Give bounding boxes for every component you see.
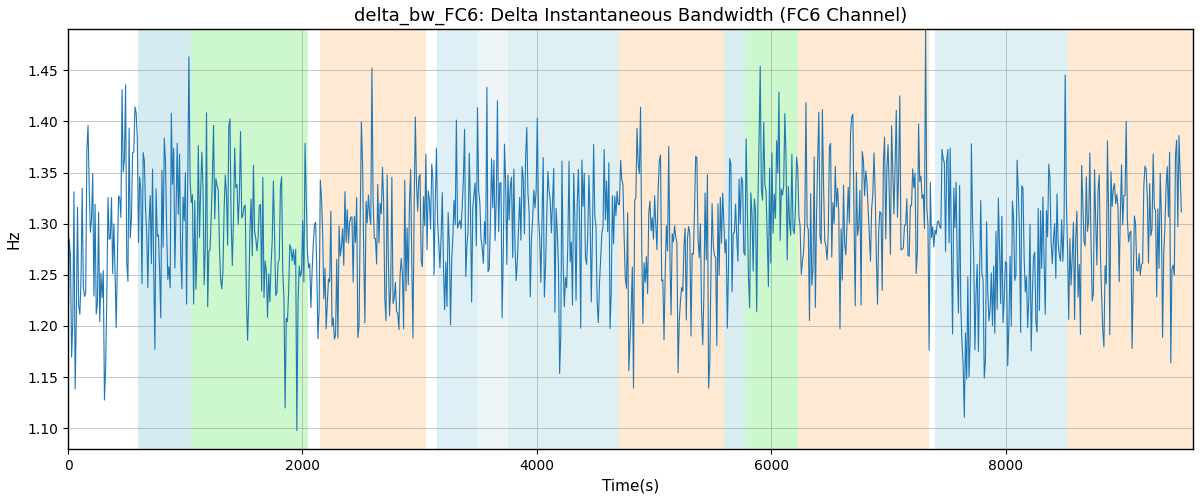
Bar	[745, 30, 798, 449]
Bar	[798, 30, 929, 449]
X-axis label: Time(s): Time(s)	[602, 478, 659, 493]
Bar	[138, 30, 191, 449]
Bar	[479, 30, 508, 449]
Bar	[935, 30, 1068, 449]
Bar	[725, 30, 745, 449]
Title: delta_bw_FC6: Delta Instantaneous Bandwidth (FC6 Channel): delta_bw_FC6: Delta Instantaneous Bandwi…	[354, 7, 907, 25]
Bar	[437, 30, 479, 449]
Y-axis label: Hz: Hz	[7, 230, 22, 249]
Bar	[619, 30, 725, 449]
Bar	[320, 30, 426, 449]
Bar	[508, 30, 619, 449]
Bar	[191, 30, 308, 449]
Bar	[1068, 30, 1193, 449]
